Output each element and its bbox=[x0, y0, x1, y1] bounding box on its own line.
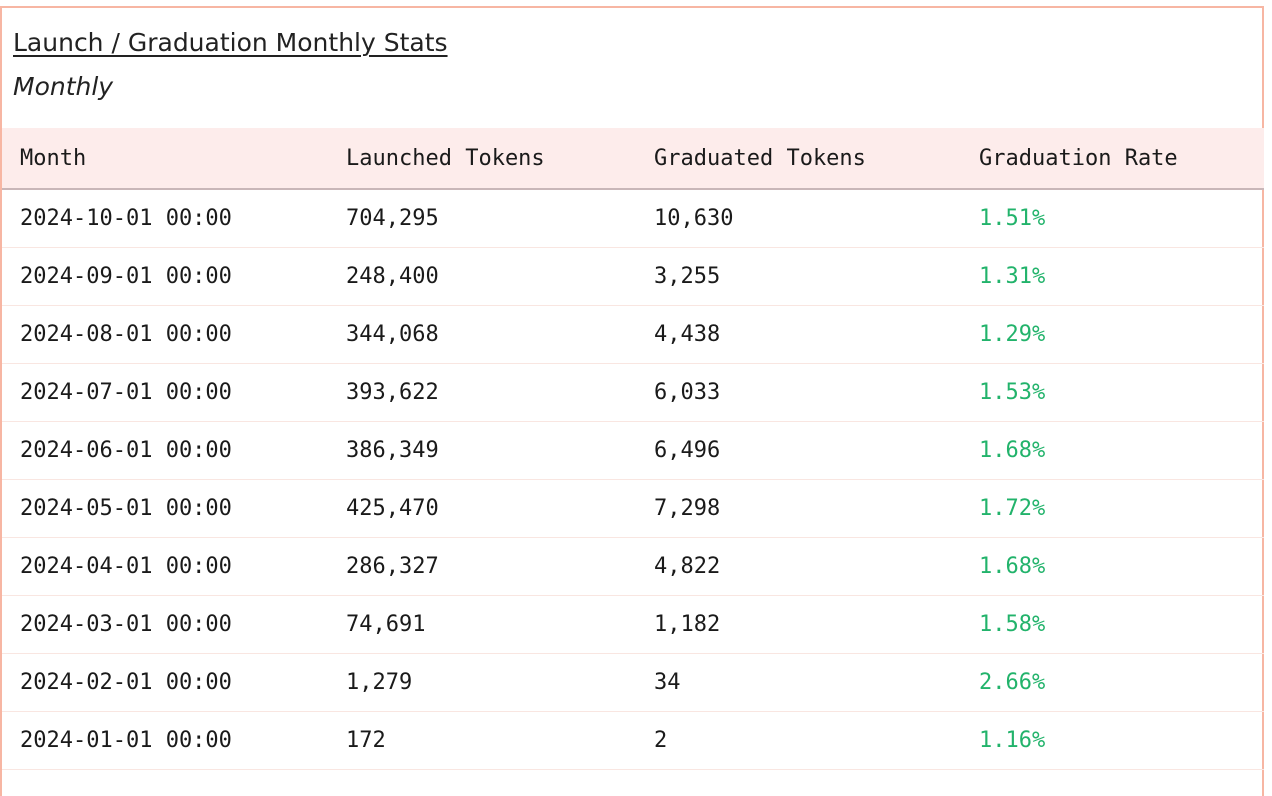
table-row: 2024-07-01 00:00 393,622 6,033 1.53% bbox=[2, 363, 1264, 422]
cell-month: 2024-06-01 00:00 bbox=[2, 421, 328, 480]
cell-launched: 74,691 bbox=[328, 595, 636, 654]
cell-graduated: 34 bbox=[636, 653, 961, 712]
column-header-month[interactable]: Month bbox=[2, 128, 328, 190]
cell-launched: 425,470 bbox=[328, 479, 636, 538]
cell-launched: 1,279 bbox=[328, 653, 636, 712]
cell-launched: 344,068 bbox=[328, 305, 636, 364]
stats-panel: Launch / Graduation Monthly Stats Monthl… bbox=[0, 6, 1264, 796]
panel-title-link[interactable]: Launch / Graduation Monthly Stats bbox=[13, 28, 448, 57]
cell-month: 2024-02-01 00:00 bbox=[2, 653, 328, 712]
cell-graduated: 6,033 bbox=[636, 363, 961, 422]
table-row: 2024-09-01 00:00 248,400 3,255 1.31% bbox=[2, 247, 1264, 306]
panel-subtitle: Monthly bbox=[13, 72, 114, 101]
cell-graduated: 7,298 bbox=[636, 479, 961, 538]
cell-month: 2024-09-01 00:00 bbox=[2, 247, 328, 306]
cell-rate: 1.51% bbox=[961, 189, 1264, 248]
column-header-graduated-tokens[interactable]: Graduated Tokens bbox=[636, 128, 961, 190]
cell-rate: 1.53% bbox=[961, 363, 1264, 422]
cell-launched: 172 bbox=[328, 711, 636, 770]
cell-month: 2024-08-01 00:00 bbox=[2, 305, 328, 364]
cell-launched: 393,622 bbox=[328, 363, 636, 422]
table-body: 2024-10-01 00:00 704,295 10,630 1.51% 20… bbox=[2, 189, 1264, 770]
cell-graduated: 4,438 bbox=[636, 305, 961, 364]
cell-launched: 386,349 bbox=[328, 421, 636, 480]
cell-rate: 1.68% bbox=[961, 537, 1264, 596]
table-row: 2024-10-01 00:00 704,295 10,630 1.51% bbox=[2, 189, 1264, 248]
stats-table-container: Month Launched Tokens Graduated Tokens G… bbox=[2, 128, 1264, 770]
cell-launched: 248,400 bbox=[328, 247, 636, 306]
cell-rate: 1.16% bbox=[961, 711, 1264, 770]
cell-month: 2024-04-01 00:00 bbox=[2, 537, 328, 596]
cell-graduated: 10,630 bbox=[636, 189, 961, 248]
table-row: 2024-05-01 00:00 425,470 7,298 1.72% bbox=[2, 479, 1264, 538]
cell-graduated: 3,255 bbox=[636, 247, 961, 306]
cell-rate: 1.58% bbox=[961, 595, 1264, 654]
table-header-row: Month Launched Tokens Graduated Tokens G… bbox=[2, 128, 1264, 190]
table-row: 2024-04-01 00:00 286,327 4,822 1.68% bbox=[2, 537, 1264, 596]
table-row: 2024-08-01 00:00 344,068 4,438 1.29% bbox=[2, 305, 1264, 364]
cell-graduated: 1,182 bbox=[636, 595, 961, 654]
cell-month: 2024-05-01 00:00 bbox=[2, 479, 328, 538]
table-row: 2024-01-01 00:00 172 2 1.16% bbox=[2, 711, 1264, 770]
cell-launched: 286,327 bbox=[328, 537, 636, 596]
cell-month: 2024-03-01 00:00 bbox=[2, 595, 328, 654]
cell-graduated: 2 bbox=[636, 711, 961, 770]
table-row: 2024-02-01 00:00 1,279 34 2.66% bbox=[2, 653, 1264, 712]
column-header-launched-tokens[interactable]: Launched Tokens bbox=[328, 128, 636, 190]
cell-month: 2024-01-01 00:00 bbox=[2, 711, 328, 770]
cell-graduated: 4,822 bbox=[636, 537, 961, 596]
column-header-graduation-rate[interactable]: Graduation Rate bbox=[961, 128, 1264, 190]
cell-rate: 1.68% bbox=[961, 421, 1264, 480]
cell-graduated: 6,496 bbox=[636, 421, 961, 480]
table-row: 2024-03-01 00:00 74,691 1,182 1.58% bbox=[2, 595, 1264, 654]
stats-table: Month Launched Tokens Graduated Tokens G… bbox=[2, 128, 1264, 770]
cell-month: 2024-07-01 00:00 bbox=[2, 363, 328, 422]
table-row: 2024-06-01 00:00 386,349 6,496 1.68% bbox=[2, 421, 1264, 480]
cell-rate: 1.29% bbox=[961, 305, 1264, 364]
cell-rate: 1.72% bbox=[961, 479, 1264, 538]
cell-month: 2024-10-01 00:00 bbox=[2, 189, 328, 248]
cell-launched: 704,295 bbox=[328, 189, 636, 248]
cell-rate: 2.66% bbox=[961, 653, 1264, 712]
table-header: Month Launched Tokens Graduated Tokens G… bbox=[2, 128, 1264, 190]
cell-rate: 1.31% bbox=[961, 247, 1264, 306]
